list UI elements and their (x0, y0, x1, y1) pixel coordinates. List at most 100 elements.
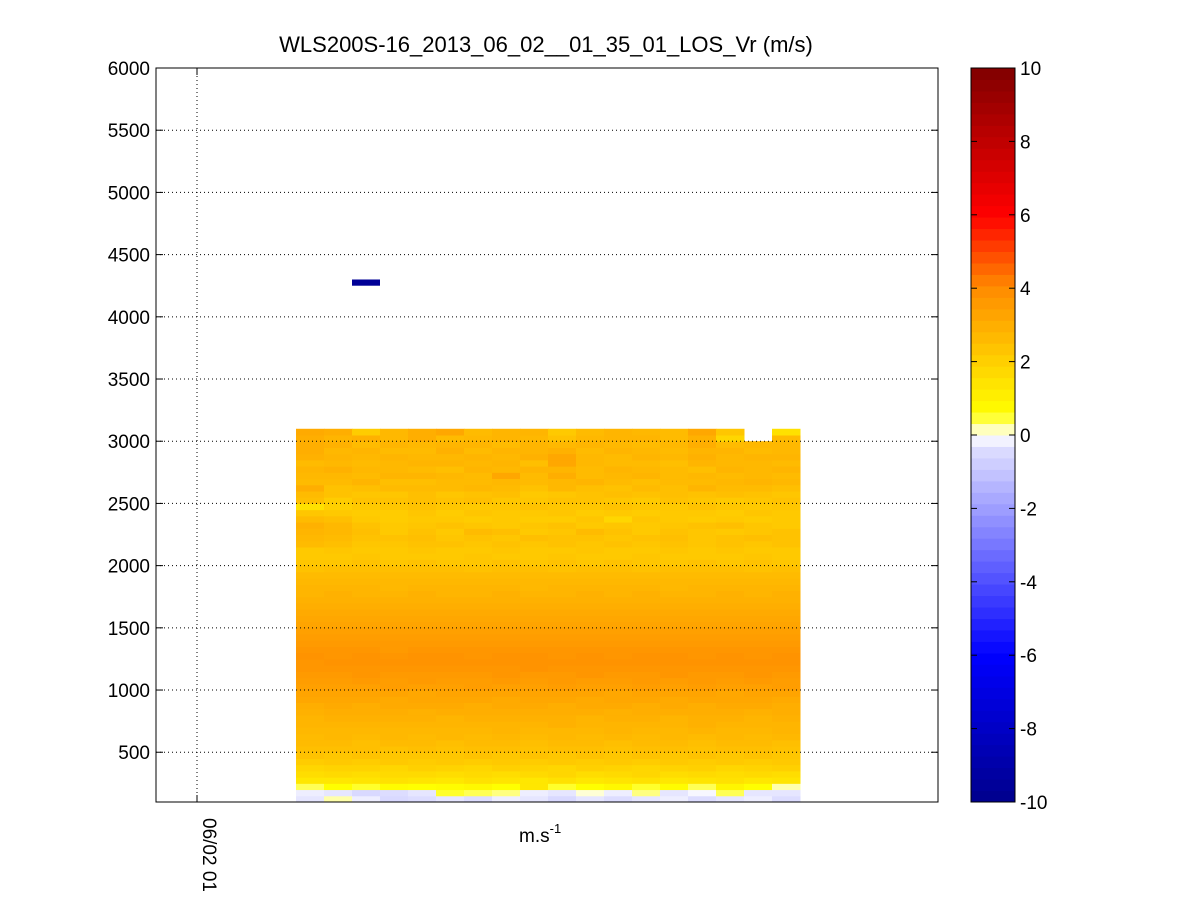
heatmap-cell (520, 441, 549, 448)
heatmap-cell (464, 696, 493, 703)
heatmap-cell (576, 640, 605, 647)
heatmap-cell (492, 503, 521, 511)
heatmap-cell (772, 696, 801, 703)
heatmap-cell (744, 733, 773, 741)
heatmap-cell (744, 484, 773, 492)
colorbar-swatch (971, 733, 1015, 746)
heatmap-cell (492, 696, 521, 703)
heatmap-cell (716, 677, 745, 685)
heatmap-cell (772, 752, 801, 759)
colorbar-swatch (971, 228, 1015, 241)
heatmap-cell (324, 714, 353, 722)
heatmap-cell (632, 490, 661, 498)
heatmap-cell (520, 752, 549, 759)
heatmap-cell (688, 770, 717, 778)
heatmap-cell (576, 627, 605, 635)
heatmap-cell (576, 609, 605, 616)
heatmap-cell (744, 752, 773, 759)
heatmap-cell (324, 453, 353, 461)
heatmap-cell (296, 758, 325, 766)
heatmap-cell (772, 522, 801, 529)
heatmap-cell (604, 640, 633, 647)
heatmap-cell (464, 671, 493, 679)
heatmap-cell (408, 721, 437, 728)
heatmap-cell (464, 584, 493, 592)
heatmap-cell (772, 435, 801, 442)
heatmap-cell (576, 447, 605, 455)
heatmap-cell (688, 596, 717, 604)
heatmap-cell (604, 652, 633, 660)
heatmap-cell (520, 640, 549, 647)
heatmap-cell (492, 447, 521, 455)
heatmap-cell (772, 671, 801, 679)
heatmap-cell (324, 646, 353, 654)
heatmap-cell (436, 509, 465, 517)
heatmap-cell (576, 634, 605, 641)
heatmap-cell (576, 752, 605, 759)
heatmap-cell (380, 447, 409, 455)
heatmap-cell (408, 453, 437, 461)
heatmap-cell (380, 665, 409, 672)
heatmap-cell (436, 634, 465, 641)
heatmap-cell (352, 708, 381, 716)
colorbar-swatch (971, 710, 1015, 723)
heatmap-cell (520, 447, 549, 455)
heatmap-cell (324, 490, 353, 498)
heatmap-cell (408, 658, 437, 666)
heatmap-cell (604, 714, 633, 722)
heatmap-cell (660, 677, 689, 685)
heatmap-cell (352, 590, 381, 598)
heatmap-cell (324, 690, 353, 697)
heatmap-cell (296, 540, 325, 548)
heatmap-cell (324, 795, 353, 803)
heatmap-cell (660, 764, 689, 772)
heatmap-cell (464, 770, 493, 778)
heatmap-cell (744, 615, 773, 623)
heatmap-cell (772, 733, 801, 741)
heatmap-cell (716, 453, 745, 461)
heatmap-cell (296, 472, 325, 480)
heatmap-cell (324, 764, 353, 772)
colorbar-tick-label: 6 (1020, 206, 1031, 227)
heatmap-cell (464, 478, 493, 486)
heatmap-cell (324, 466, 353, 473)
heatmap-cell (548, 640, 577, 647)
heatmap-cell (408, 777, 437, 784)
heatmap-cell (296, 441, 325, 448)
heatmap-cell (352, 615, 381, 623)
heatmap-cell (408, 509, 437, 517)
colorbar-swatch (971, 664, 1015, 677)
heatmap-cell (716, 640, 745, 647)
heatmap-cell (380, 497, 409, 504)
heatmap-cell (352, 739, 381, 747)
y-tick-label: 1500 (108, 619, 150, 640)
heatmap-cell (436, 596, 465, 604)
heatmap-cell (548, 696, 577, 703)
heatmap-cell (408, 708, 437, 716)
heatmap-cell (408, 677, 437, 685)
heatmap-cell (464, 702, 493, 710)
heatmap-cell (436, 609, 465, 616)
heatmap-cell (324, 777, 353, 784)
heatmap-cell (772, 528, 801, 536)
heatmap-cell (716, 490, 745, 498)
heatmap-cell (716, 714, 745, 722)
y-tick-label: 500 (118, 743, 150, 764)
heatmap-cell (296, 602, 325, 610)
heatmap-cell (408, 484, 437, 492)
heatmap-cell (520, 727, 549, 735)
heatmap-cell (632, 578, 661, 585)
heatmap-cell (548, 764, 577, 772)
heatmap-cell (716, 764, 745, 772)
heatmap-cell (436, 727, 465, 735)
heatmap-cell (352, 764, 381, 772)
heatmap-cell (576, 490, 605, 498)
heatmap-cell (436, 565, 465, 573)
heatmap-cell (380, 789, 409, 797)
heatmap-cell (352, 795, 381, 803)
heatmap-cell (744, 540, 773, 548)
heatmap-cell (716, 428, 745, 436)
heatmap-cell (520, 565, 549, 573)
heatmap-cell (604, 515, 633, 523)
heatmap-cell (380, 528, 409, 536)
